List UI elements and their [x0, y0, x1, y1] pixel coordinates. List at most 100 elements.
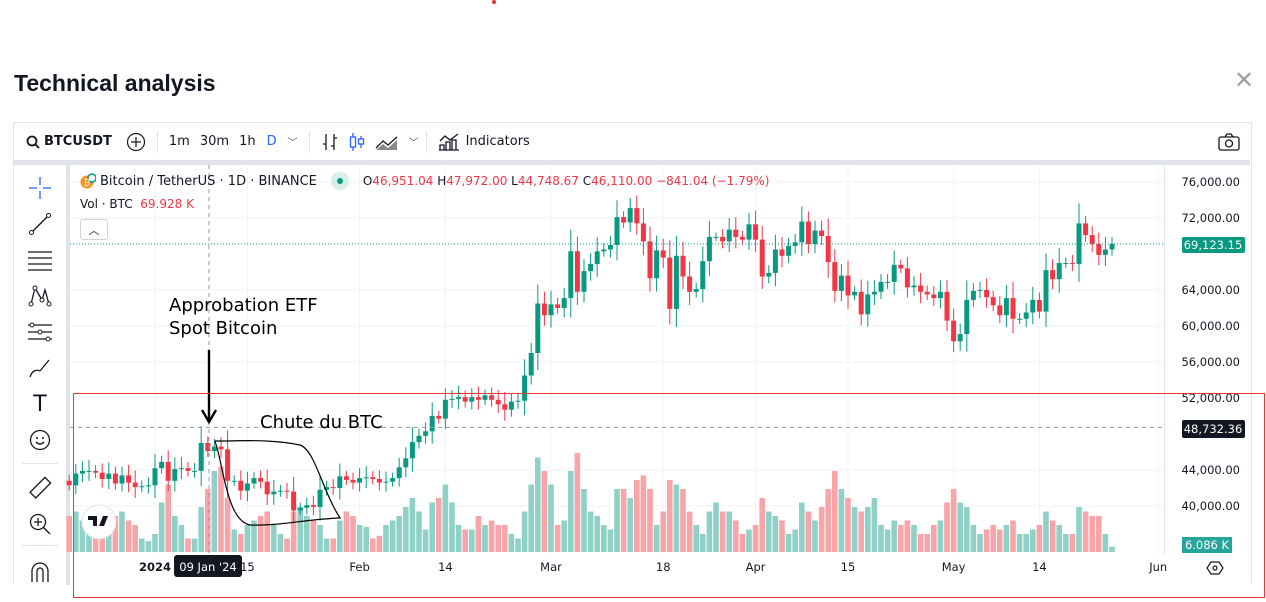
candle-body: [621, 217, 627, 223]
symbol-search-button[interactable]: BTCUSDT: [14, 123, 119, 160]
volume-bar: [700, 534, 706, 552]
candle-body: [370, 477, 376, 479]
volume-bar: [515, 538, 521, 552]
volume-bar: [785, 534, 792, 552]
candle: [970, 283, 976, 307]
indicators-icon: [438, 132, 459, 151]
symbol-label: BTCUSDT: [44, 134, 112, 149]
candle-body: [588, 263, 594, 272]
candle-body: [1030, 299, 1036, 313]
brush-icon[interactable]: [26, 355, 54, 381]
pattern-icon[interactable]: [26, 283, 54, 309]
settings-gear-icon[interactable]: [1206, 561, 1224, 575]
candle-body: [1056, 263, 1062, 280]
volume-bar: [1069, 534, 1076, 552]
volume-bar: [238, 534, 244, 552]
interval-dropdown-chevron-down-icon[interactable]: ﹀: [287, 138, 298, 149]
chart-type-dropdown-chevron-down-icon[interactable]: ﹀: [408, 138, 419, 149]
text-icon[interactable]: T: [33, 391, 47, 417]
volume-bar: [462, 529, 468, 552]
volume-bar: [284, 538, 290, 552]
interval-1m[interactable]: 1m: [168, 134, 190, 149]
candle-body: [264, 481, 270, 495]
price-tick: 76,000.00: [1181, 175, 1240, 189]
volume-bar: [455, 525, 462, 552]
candle: [944, 280, 950, 332]
candles-style-button[interactable]: [346, 123, 368, 160]
volume-bar: [1003, 525, 1010, 552]
bitcoin-logo-icon: ₿: [80, 173, 96, 189]
candle-body: [799, 221, 805, 243]
candle-body: [1017, 318, 1023, 320]
volume-bar: [904, 520, 911, 552]
candle: [258, 470, 264, 489]
candle: [687, 261, 693, 306]
candle-body: [555, 304, 561, 308]
trend-line-icon[interactable]: [26, 211, 54, 237]
candle-body: [383, 481, 389, 483]
candle-body: [1083, 223, 1089, 236]
candle: [297, 502, 303, 516]
candle: [99, 463, 105, 488]
volume-bar: [66, 516, 72, 552]
volume-bar: [350, 516, 356, 552]
candle-body: [832, 262, 838, 291]
candle: [766, 265, 772, 284]
volume-bar: [634, 480, 640, 552]
candle-body: [964, 299, 970, 335]
area-chart-icon: [375, 136, 398, 150]
prediction-icon[interactable]: [26, 319, 54, 345]
candle-body: [93, 470, 99, 473]
time-axis[interactable]: 2024 15 Feb 14 Mar 18 Apr 15 May 14 Jun: [139, 560, 1167, 574]
volume-bar: [944, 502, 950, 552]
interval-d[interactable]: D: [266, 134, 277, 149]
volume-bar: [818, 507, 825, 552]
magnet-icon[interactable]: [26, 559, 54, 585]
candle-body: [475, 397, 481, 400]
candle-body: [680, 255, 686, 277]
volume-bar: [838, 489, 845, 552]
interval-30m[interactable]: 30m: [199, 134, 230, 149]
candle: [779, 236, 785, 268]
time-tick: Feb: [349, 560, 369, 574]
area-style-button[interactable]: [368, 123, 406, 160]
candle-body: [1036, 299, 1042, 312]
candle: [376, 470, 382, 491]
volume-last-label-bg: [1182, 537, 1232, 553]
compare-add-button[interactable]: [119, 123, 153, 160]
price-axis[interactable]: 76,000.00 72,000.00 64,000.00 60,000.00 56,0…: [1181, 175, 1240, 513]
volume-bar: [403, 507, 409, 552]
close-icon[interactable]: ✕: [1234, 66, 1255, 94]
bars-style-button[interactable]: [314, 123, 346, 160]
emoji-icon[interactable]: [26, 427, 54, 453]
collapse-legend-chevron-up-icon[interactable]: ︿: [80, 219, 108, 240]
indicators-button[interactable]: Indicators: [431, 123, 537, 160]
volume-bar: [73, 511, 79, 552]
candle: [865, 280, 871, 327]
fib-retracement-icon[interactable]: [26, 247, 54, 273]
candle: [456, 385, 462, 410]
interval-1h[interactable]: 1h: [239, 134, 256, 149]
last-price-label-bg: [1182, 237, 1245, 253]
candle: [548, 290, 554, 328]
candle-body: [79, 470, 85, 474]
volume-bar: [950, 489, 957, 552]
market-status-icon[interactable]: [330, 172, 349, 190]
candle: [211, 438, 217, 458]
crosshair-icon[interactable]: [26, 175, 54, 201]
candle-body: [198, 443, 204, 471]
zoom-in-icon[interactable]: [26, 511, 54, 537]
candle-body: [918, 285, 924, 292]
candle: [317, 474, 323, 521]
tradingview-logo[interactable]: [81, 504, 117, 540]
candle: [984, 278, 990, 308]
volume-bar: [1010, 520, 1016, 552]
screenshot-button[interactable]: [1211, 123, 1250, 160]
ruler-icon[interactable]: [26, 475, 54, 501]
volume-bar: [152, 534, 158, 552]
volume-bar: [970, 525, 977, 552]
volume-bar: [1043, 511, 1049, 552]
symbol-title[interactable]: Bitcoin / TetherUS · 1D · BINANCE: [100, 173, 317, 189]
candle-body: [891, 264, 897, 282]
